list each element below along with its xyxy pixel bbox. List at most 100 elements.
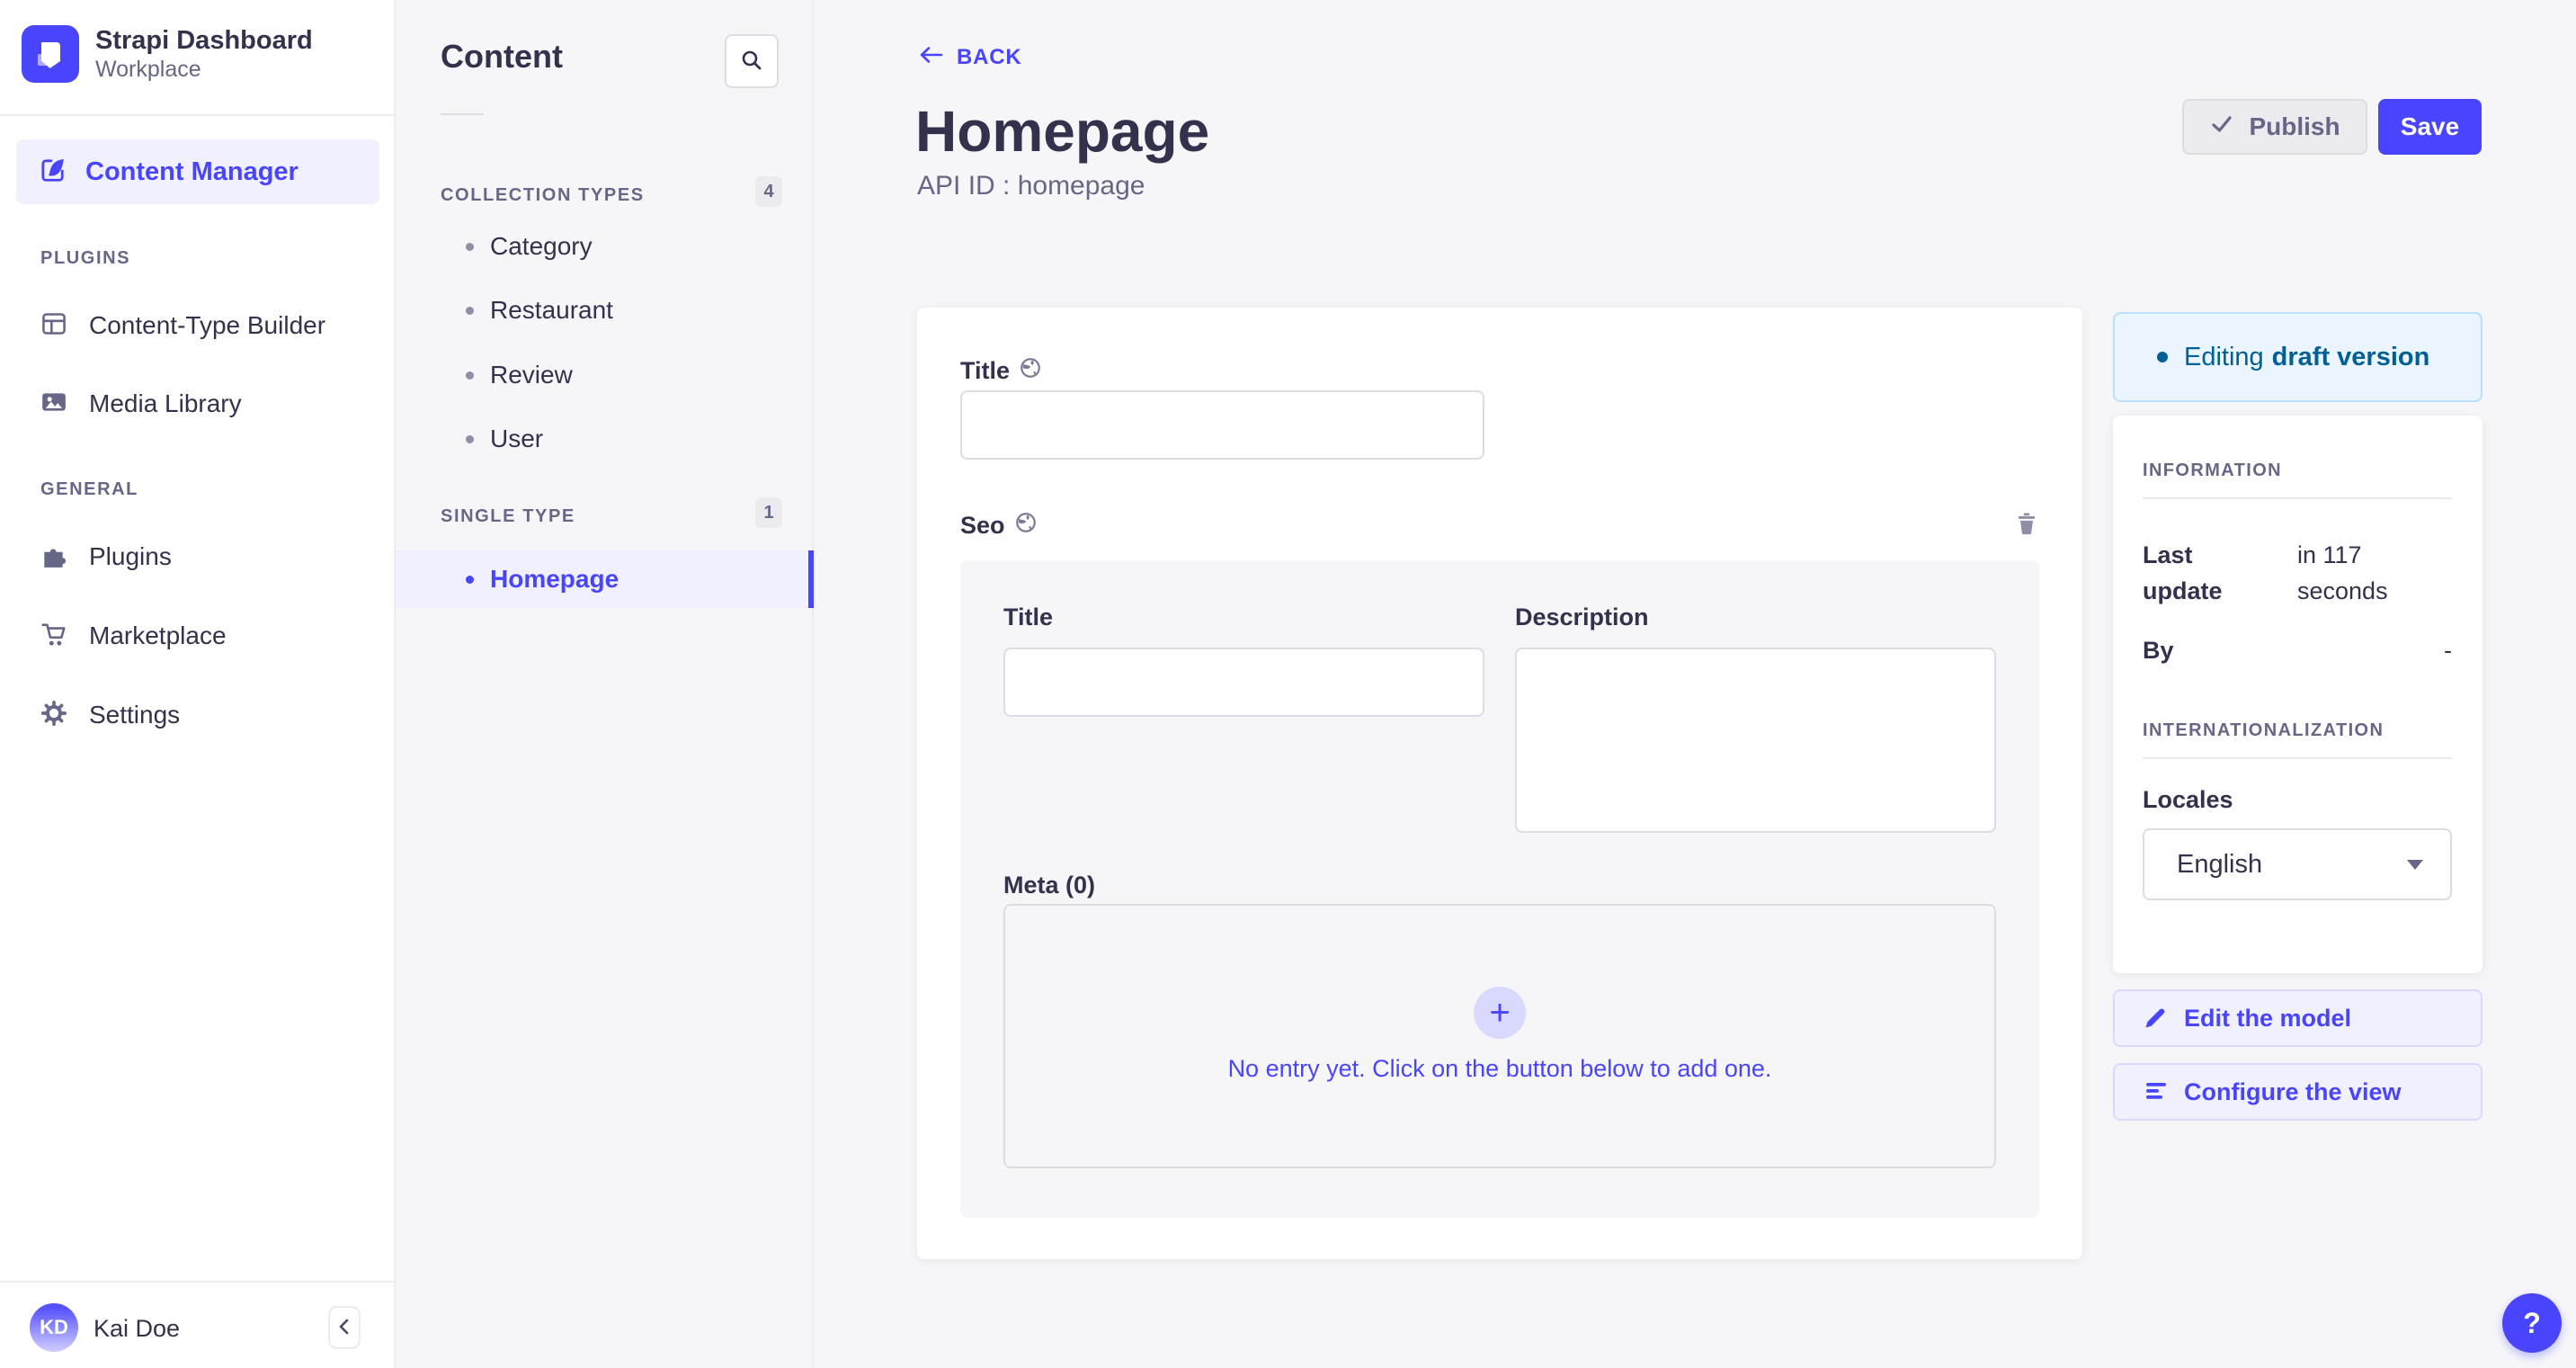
info-label: Last update <box>2143 541 2223 604</box>
strapi-logo-icon <box>22 25 79 83</box>
divider <box>2143 757 2452 759</box>
bullet-icon <box>466 306 474 315</box>
single-type-count-badge: 1 <box>755 497 782 528</box>
back-label: BACK <box>957 44 1022 69</box>
search-button[interactable] <box>725 34 779 88</box>
configure-view-label: Configure the view <box>2184 1077 2402 1105</box>
subnav-item-restaurant[interactable]: Restaurant <box>396 291 814 329</box>
active-indicator <box>808 550 814 608</box>
internationalization-heading: INTERNATIONALIZATION <box>2143 720 2384 740</box>
bullet-icon <box>466 242 474 251</box>
pencil-icon <box>2144 1006 2168 1032</box>
subnav-item-user[interactable]: User <box>396 420 814 458</box>
app-title: Strapi Dashboard <box>95 26 313 55</box>
search-icon <box>739 48 764 76</box>
title-label-text: Title <box>960 357 1011 384</box>
seo-description-label: Description <box>1515 604 1649 630</box>
empty-state-text: No entry yet. Click on the button below … <box>1227 1055 1772 1082</box>
sidebar-item-plugins[interactable]: Plugins <box>22 528 379 586</box>
draft-banner-prefix: Editing <box>2184 342 2264 371</box>
sidebar-item-content-type-builder[interactable]: Content-Type Builder <box>22 297 379 354</box>
gear-icon <box>40 700 67 731</box>
seo-description-textarea[interactable] <box>1515 648 1996 833</box>
cart-icon <box>40 621 67 652</box>
entry-form-card: Title Seo <box>917 308 2082 1259</box>
sidebar-item-media-library[interactable]: Media Library <box>22 375 379 433</box>
delete-component-button[interactable] <box>2007 504 2046 543</box>
info-label: By <box>2143 637 2174 664</box>
draft-version-banner: Editing draft version <box>2113 312 2482 402</box>
bullet-icon <box>466 575 474 584</box>
collapse-sidebar-button[interactable] <box>328 1306 361 1349</box>
status-dot-icon <box>2157 352 2168 362</box>
puzzle-icon <box>40 541 67 573</box>
globe-icon <box>1014 511 1038 541</box>
sidebar-item-label: Marketplace <box>89 621 227 649</box>
add-entry-button[interactable]: + <box>1474 987 1526 1039</box>
feather-icon <box>39 156 66 188</box>
single-type-heading: SINGLE TYPE <box>441 506 575 526</box>
globe-icon <box>1019 356 1042 386</box>
seo-title-input[interactable] <box>1003 648 1484 717</box>
subnav-item-label: Review <box>490 361 573 389</box>
sidebar-item-label: Plugins <box>89 542 172 570</box>
sidebar-item-label: Content Manager <box>85 156 299 186</box>
user-name: Kai Doe <box>94 1315 181 1342</box>
information-heading: INFORMATION <box>2143 460 2283 480</box>
bullet-icon <box>466 434 474 443</box>
back-link[interactable]: BACK <box>917 43 1022 71</box>
title-field-label: Title <box>960 356 1042 386</box>
locale-select[interactable]: English <box>2143 828 2452 900</box>
trash-icon <box>2013 509 2040 539</box>
locales-label: Locales <box>2143 786 2233 813</box>
subnav-item-label: Homepage <box>490 565 619 593</box>
seo-title-label: Title <box>1003 604 1054 630</box>
main-sidebar: Strapi Dashboard Workplace Content Manag… <box>0 0 396 1368</box>
sidebar-item-marketplace[interactable]: Marketplace <box>22 607 379 665</box>
subnav-item-homepage[interactable]: Homepage <box>396 550 814 608</box>
sidebar-item-label: Settings <box>89 701 181 729</box>
collection-types-heading: COLLECTION TYPES <box>441 185 645 205</box>
sidebar-item-settings[interactable]: Settings <box>22 686 379 744</box>
publish-button[interactable]: Publish <box>2182 99 2367 155</box>
list-icon <box>2144 1079 2168 1105</box>
edit-model-label: Edit the model <box>2184 1004 2352 1032</box>
by-row: By - <box>2143 632 2452 668</box>
save-button[interactable]: Save <box>2378 99 2482 155</box>
sidebar-item-label: Media Library <box>89 389 242 417</box>
meta-repeatable-label: Meta (0) <box>1003 872 1096 899</box>
info-value: - <box>2444 637 2452 664</box>
subnav-divider <box>441 113 484 115</box>
nav-divider <box>0 114 394 116</box>
subnav-item-category[interactable]: Category <box>396 228 814 265</box>
subnav-item-review[interactable]: Review <box>396 356 814 394</box>
layout-icon <box>40 310 67 342</box>
title-input[interactable] <box>960 390 1484 460</box>
configure-view-button[interactable]: Configure the view <box>2113 1063 2482 1121</box>
collection-types-count-badge: 4 <box>755 176 782 207</box>
subnav-item-label: Restaurant <box>490 296 613 324</box>
divider <box>2143 497 2452 499</box>
draft-banner-bold: draft version <box>2271 342 2430 371</box>
workspace-name: Workplace <box>95 57 201 82</box>
bullet-icon <box>466 371 474 380</box>
seo-component-panel: Title Description Meta (0) + No entry ye… <box>960 560 2039 1218</box>
sidebar-item-label: Content-Type Builder <box>89 311 326 339</box>
edit-model-button[interactable]: Edit the model <box>2113 989 2482 1047</box>
sidebar-item-content-manager[interactable]: Content Manager <box>16 139 379 204</box>
info-value: in 117 seconds <box>2297 541 2388 604</box>
nav-section-general: GENERAL <box>40 479 138 499</box>
chevron-down-icon <box>2407 859 2423 870</box>
seo-component-label: Seo <box>960 511 1038 541</box>
publish-label: Publish <box>2249 112 2340 140</box>
arrow-left-icon <box>917 43 944 71</box>
help-button[interactable]: ? <box>2502 1293 2562 1353</box>
workspace-brand[interactable]: Strapi Dashboard Workplace <box>22 25 313 83</box>
avatar[interactable]: KD <box>30 1303 78 1352</box>
seo-label-text: Seo <box>960 512 1005 539</box>
subnav-title: Content <box>441 38 563 75</box>
locale-selected-value: English <box>2177 849 2263 879</box>
information-card: INFORMATION Last update in 117 seconds B… <box>2113 416 2482 973</box>
meta-empty-zone: + No entry yet. Click on the button belo… <box>1003 904 1996 1168</box>
